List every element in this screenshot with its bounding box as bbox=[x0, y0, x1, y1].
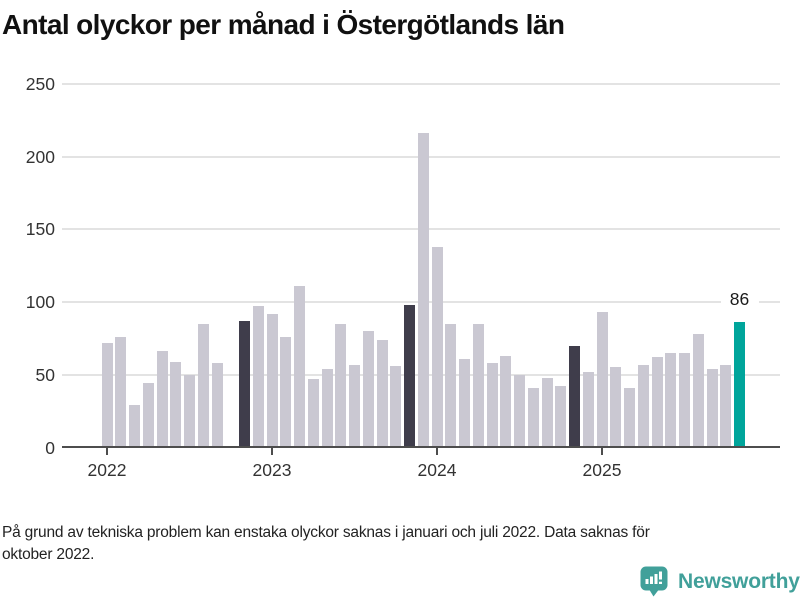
bar-2023-01 bbox=[266, 313, 278, 448]
y-axis-label-50: 50 bbox=[35, 364, 55, 385]
bar-2025-10 bbox=[720, 364, 732, 448]
bar-2023-05 bbox=[321, 368, 333, 448]
y-axis-label-150: 150 bbox=[25, 219, 55, 240]
bar-2024-03 bbox=[459, 358, 470, 448]
bar-2024-02 bbox=[445, 323, 457, 448]
bar-2025-11 bbox=[734, 322, 745, 448]
bar-2025-05 bbox=[651, 357, 663, 448]
bar-2024-11 bbox=[569, 345, 580, 448]
bar-2025-02 bbox=[610, 367, 622, 448]
y-axis-label-100: 100 bbox=[25, 292, 55, 313]
bar-2025-06 bbox=[665, 352, 677, 448]
bar-2022-03 bbox=[129, 405, 140, 448]
bar-2022-06 bbox=[170, 361, 182, 448]
bar-2023-08 bbox=[362, 331, 374, 448]
bar-2023-04 bbox=[307, 379, 319, 448]
newsworthy-bubble-chart-icon bbox=[640, 566, 668, 597]
bar-2025-08 bbox=[692, 334, 704, 448]
x-axis-tick-2024 bbox=[436, 448, 438, 455]
y-axis-label-200: 200 bbox=[25, 146, 55, 167]
y-axis-label-250: 250 bbox=[25, 73, 55, 94]
bar-2023-10 bbox=[390, 366, 402, 448]
x-axis-tick-2023 bbox=[271, 448, 273, 455]
bar-2023-12 bbox=[417, 133, 429, 448]
chart-title: Antal olyckor per månad i Östergötlands … bbox=[2, 9, 565, 40]
bar-2025-03 bbox=[624, 387, 635, 448]
bar-2024-07 bbox=[514, 374, 525, 448]
bar-2024-04 bbox=[472, 323, 484, 448]
bar-2022-09 bbox=[211, 363, 223, 448]
bar-2022-05 bbox=[156, 351, 168, 448]
bar-2022-08 bbox=[197, 323, 209, 448]
bar-2023-09 bbox=[376, 339, 388, 448]
footnote: På grund av tekniska problem kan enstaka… bbox=[2, 524, 650, 563]
x-axis-label-2024: 2024 bbox=[417, 460, 457, 480]
newsworthy-wordmark: Newsworthy bbox=[678, 569, 800, 593]
bar-2025-09 bbox=[706, 368, 718, 448]
bar-2025-01 bbox=[596, 312, 608, 448]
bar-2024-09 bbox=[541, 377, 553, 448]
current-bar-value-label: 86 bbox=[720, 290, 759, 309]
bar-2023-06 bbox=[335, 323, 347, 448]
bar-2025-04 bbox=[637, 364, 649, 448]
bar-2022-02 bbox=[115, 336, 127, 448]
bar-2023-07 bbox=[349, 364, 360, 448]
bar-2022-12 bbox=[252, 306, 264, 448]
bar-2022-07 bbox=[184, 374, 195, 448]
x-axis-label-2023: 2023 bbox=[252, 460, 292, 480]
bar-2024-08 bbox=[527, 387, 539, 448]
x-axis-label-2025: 2025 bbox=[582, 460, 622, 480]
bar-2023-11 bbox=[404, 304, 415, 448]
bar-2023-03 bbox=[294, 286, 305, 448]
bar-2022-01 bbox=[101, 342, 113, 448]
bar-2023-02 bbox=[280, 336, 292, 448]
bar-2025-07 bbox=[679, 352, 690, 448]
bar-2024-10 bbox=[555, 386, 567, 448]
x-axis-label-2022: 2022 bbox=[87, 460, 127, 480]
newsworthy-logo: Newsworthy bbox=[640, 566, 800, 597]
bar-2022-11 bbox=[239, 320, 250, 448]
bar-2024-12 bbox=[582, 371, 594, 448]
gridline-250 bbox=[62, 82, 780, 85]
y-axis-label-0: 0 bbox=[45, 437, 55, 458]
x-axis-tick-2022 bbox=[106, 448, 108, 455]
x-axis-tick-2025 bbox=[601, 448, 603, 455]
bar-2022-04 bbox=[142, 383, 154, 448]
bar-2024-06 bbox=[500, 355, 512, 448]
bar-2024-05 bbox=[486, 363, 498, 448]
bar-2024-01 bbox=[431, 246, 443, 448]
x-axis-line bbox=[62, 445, 780, 448]
